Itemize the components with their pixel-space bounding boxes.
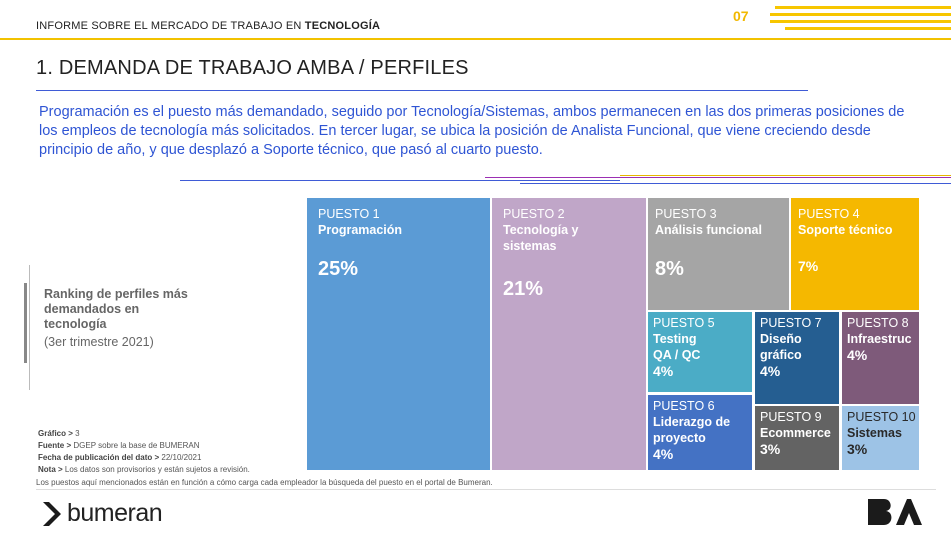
tile-rank: PUESTO 7: [760, 316, 822, 330]
note-grafico: Gráfico > 3: [38, 429, 80, 438]
decorative-line: [180, 180, 620, 181]
tile-puesto-9: PUESTO 9 Ecommerce 3%: [755, 406, 839, 470]
header-stripe: [770, 13, 951, 16]
ranking-period: (3er trimestre 2021): [44, 335, 154, 349]
tile-rank: PUESTO 1: [318, 207, 380, 221]
header-stripe: [785, 27, 951, 30]
note-fuente: Fuente > DGEP sobre la base de BUMERAN: [38, 441, 200, 450]
tile-value: 4%: [653, 363, 674, 379]
ranking-label: Ranking de perfiles más demandados en te…: [44, 287, 188, 331]
report-header-title: INFORME SOBRE EL MERCADO DE TRABAJO EN T…: [36, 20, 381, 32]
source-notes: Gráfico > 3 Fuente > DGEP sobre la base …: [38, 428, 250, 476]
tile-name: Análisis funcional: [655, 223, 762, 237]
tile-value: 3%: [760, 441, 781, 457]
section-divider: [36, 90, 808, 91]
tile-value: 4%: [760, 363, 781, 379]
tile-puesto-4: PUESTO 4 Soporte técnico 7%: [791, 198, 919, 310]
tile-rank: PUESTO 8: [847, 316, 909, 330]
header-divider: [0, 38, 951, 40]
tile-name: Liderazgo de proyecto: [653, 415, 731, 445]
note-fecha: Fecha de publicación del dato > 22/10/20…: [38, 453, 202, 462]
tile-name: Sistemas: [847, 426, 902, 440]
bumeran-logo: bumeran: [40, 499, 163, 528]
tile-rank: PUESTO 5: [653, 316, 715, 330]
section-title: 1. DEMANDA DE TRABAJO AMBA / PERFILES: [36, 57, 469, 79]
tile-puesto-10: PUESTO 10 Sistemas 3%: [842, 406, 919, 470]
tile-name: Programación: [318, 223, 403, 237]
ba-logo: [868, 499, 922, 525]
header-stripe: [775, 6, 951, 9]
tile-rank: PUESTO 4: [798, 207, 860, 221]
header-stripe: [770, 20, 951, 23]
tile-rank: PUESTO 2: [503, 207, 565, 221]
decorative-line: [485, 177, 951, 178]
tile-value: 4%: [653, 446, 674, 462]
footer-divider: [36, 489, 936, 490]
tile-puesto-6: PUESTO 6 Liderazgo de proyecto 4%: [648, 395, 752, 470]
tile-rank: PUESTO 9: [760, 410, 822, 424]
note-puestos: Los puestos aquí mencionados están en fu…: [36, 478, 493, 487]
tile-rank: PUESTO 10: [847, 410, 916, 424]
tile-name: Infraestruc: [847, 332, 912, 346]
side-accent-bar: [24, 283, 27, 363]
tile-puesto-1: PUESTO 1 Programación 25%: [307, 198, 490, 470]
tile-value: 7%: [798, 258, 819, 274]
bumeran-logo-icon: [43, 501, 61, 526]
tile-puesto-2: PUESTO 2 Tecnología y sistemas 21%: [492, 198, 646, 470]
decorative-line: [620, 175, 951, 176]
tile-value: 8%: [655, 258, 684, 280]
page-number: 07: [733, 8, 749, 24]
tile-puesto-3: PUESTO 3 Análisis funcional 8%: [648, 198, 789, 310]
tile-value: 25%: [318, 258, 359, 280]
tile-rank: PUESTO 6: [653, 399, 715, 413]
tile-value: 3%: [847, 441, 868, 457]
tile-name: Testing QA / QC: [653, 332, 701, 362]
tile-value: 21%: [503, 278, 544, 300]
tile-name: Diseño gráfico: [760, 332, 802, 362]
tile-puesto-8: PUESTO 8 Infraestruc 4%: [842, 312, 919, 404]
tile-rank: PUESTO 3: [655, 207, 717, 221]
note-nota: Nota > Los datos son provisorios y están…: [38, 465, 250, 474]
tile-puesto-5: PUESTO 5 Testing QA / QC 4%: [648, 312, 752, 392]
decorative-line: [520, 183, 951, 184]
tile-name: Soporte técnico: [798, 223, 893, 237]
tile-value: 4%: [847, 347, 868, 363]
intro-paragraph: Programación es el puesto más demandado,…: [39, 104, 905, 158]
side-rule: [29, 265, 30, 390]
tile-puesto-7: PUESTO 7 Diseño gráfico 4%: [755, 312, 839, 404]
tile-name: Ecommerce: [760, 426, 831, 440]
tile-name: Tecnología y sistemas: [503, 223, 579, 253]
brand-name: bumeran: [67, 499, 163, 527]
